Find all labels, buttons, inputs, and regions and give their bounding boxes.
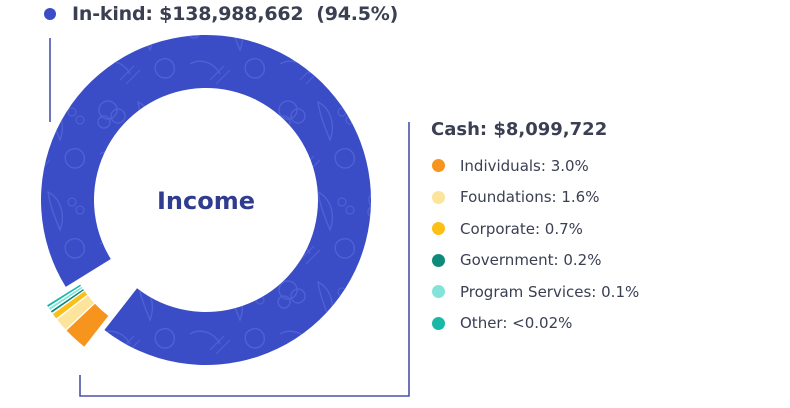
legend-label: Corporate: 0.7%	[460, 219, 583, 238]
legend-item: Corporate: 0.7%	[432, 213, 639, 245]
legend-item: Foundations: 1.6%	[432, 182, 639, 214]
legend-dot	[432, 285, 445, 299]
slice-corporate	[52, 291, 88, 319]
legend-item: Individuals: 3.0%	[432, 150, 639, 182]
center-title: Income	[157, 187, 255, 215]
legend-label: Government: 0.2%	[460, 251, 602, 270]
slice-other	[47, 284, 81, 307]
slice-program-services	[48, 286, 83, 310]
slice-individuals	[66, 303, 109, 347]
legend-label: Other: <0.02%	[460, 314, 573, 333]
legend-dot	[432, 190, 445, 204]
legend-label: Foundations: 1.6%	[460, 188, 600, 207]
legend-label: Program Services: 0.1%	[460, 282, 640, 301]
legend-label: Individuals: 3.0%	[460, 156, 589, 175]
inkind-label: In-kind: $138,988,662 (94.5%)	[72, 3, 399, 25]
legend-dot	[432, 316, 445, 330]
cash-legend: Individuals: 3.0% Foundations: 1.6% Corpor…	[432, 150, 639, 339]
slice-foundations	[57, 295, 95, 330]
legend-dot	[432, 222, 445, 236]
slice-in-kind-pattern	[41, 35, 372, 366]
legend-item: Program Services: 0.1%	[432, 276, 639, 308]
legend-dot	[432, 253, 445, 267]
cash-title: Cash: $8,099,722	[431, 119, 608, 140]
inkind-legend-dot	[44, 8, 56, 20]
inkind-label-row: In-kind: $138,988,662 (94.5%)	[44, 3, 398, 25]
slice-government	[50, 289, 84, 313]
legend-dot	[432, 159, 445, 173]
legend-item: Other: <0.02%	[432, 308, 639, 340]
legend-item: Government: 0.2%	[432, 245, 639, 277]
cash-bracket-line	[79, 122, 410, 397]
